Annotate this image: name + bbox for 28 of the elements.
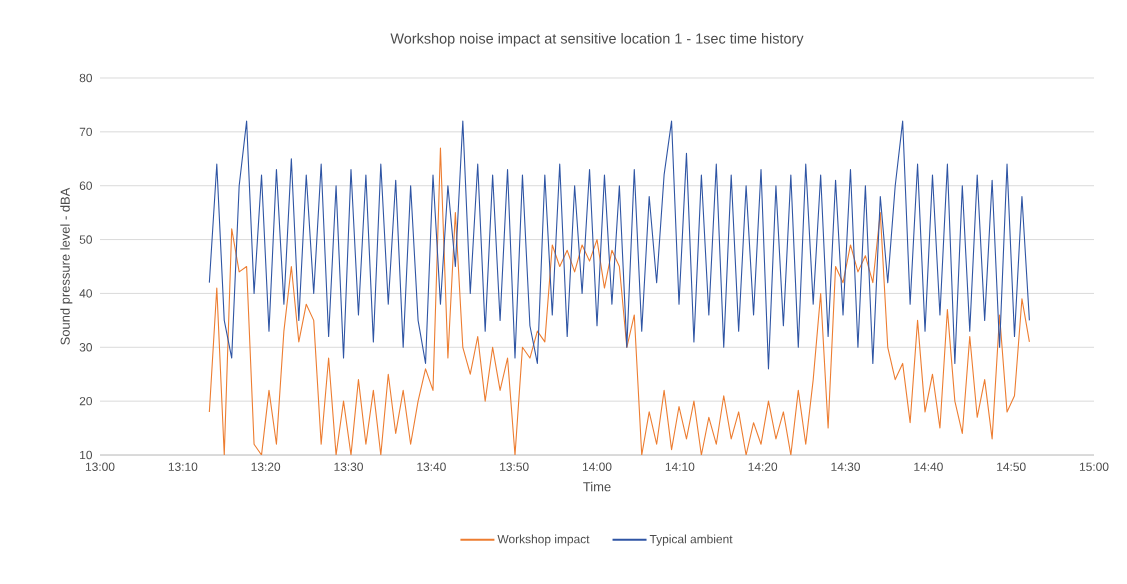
y-tick-label: 40 xyxy=(79,289,93,298)
x-tick-label: 14:40 xyxy=(914,462,943,471)
x-tick-label: 13:50 xyxy=(500,462,529,471)
y-tick-label: 60 xyxy=(79,181,93,190)
line-series xyxy=(208,147,1030,455)
x-tick-label: 13:10 xyxy=(168,462,198,471)
legend-label: Workshop impact xyxy=(497,534,590,546)
x-tick-label: 13:40 xyxy=(417,462,446,471)
legend-label: Typical ambient xyxy=(649,534,733,546)
x-tick-label: 14:30 xyxy=(831,462,860,471)
y-axis-title: Sound pressure level - dBA xyxy=(60,187,73,345)
y-tick-label: 70 xyxy=(79,127,93,137)
x-tick-label: 14:10 xyxy=(665,462,695,471)
x-tick-label: 14:20 xyxy=(748,462,778,471)
x-tick-label: 13:00 xyxy=(85,462,115,471)
chart-title: Workshop noise impact at sensitive location 1 - 1sec time history xyxy=(390,33,804,47)
y-tick-label: 50 xyxy=(79,235,93,244)
x-tick-label: 15:00 xyxy=(1079,462,1109,471)
x-tick-label: 14:50 xyxy=(997,462,1026,471)
y-tick-label: 30 xyxy=(79,343,93,352)
x-axis-title: Time xyxy=(583,481,611,492)
line-series xyxy=(208,120,1030,370)
y-tick-label: 80 xyxy=(79,73,93,83)
x-tick-label: 14:00 xyxy=(582,462,612,471)
y-tick-label: 20 xyxy=(79,396,93,406)
y-tick-label: 10 xyxy=(80,450,93,460)
x-tick-label: 13:30 xyxy=(334,462,363,471)
x-tick-label: 13:20 xyxy=(251,462,281,471)
